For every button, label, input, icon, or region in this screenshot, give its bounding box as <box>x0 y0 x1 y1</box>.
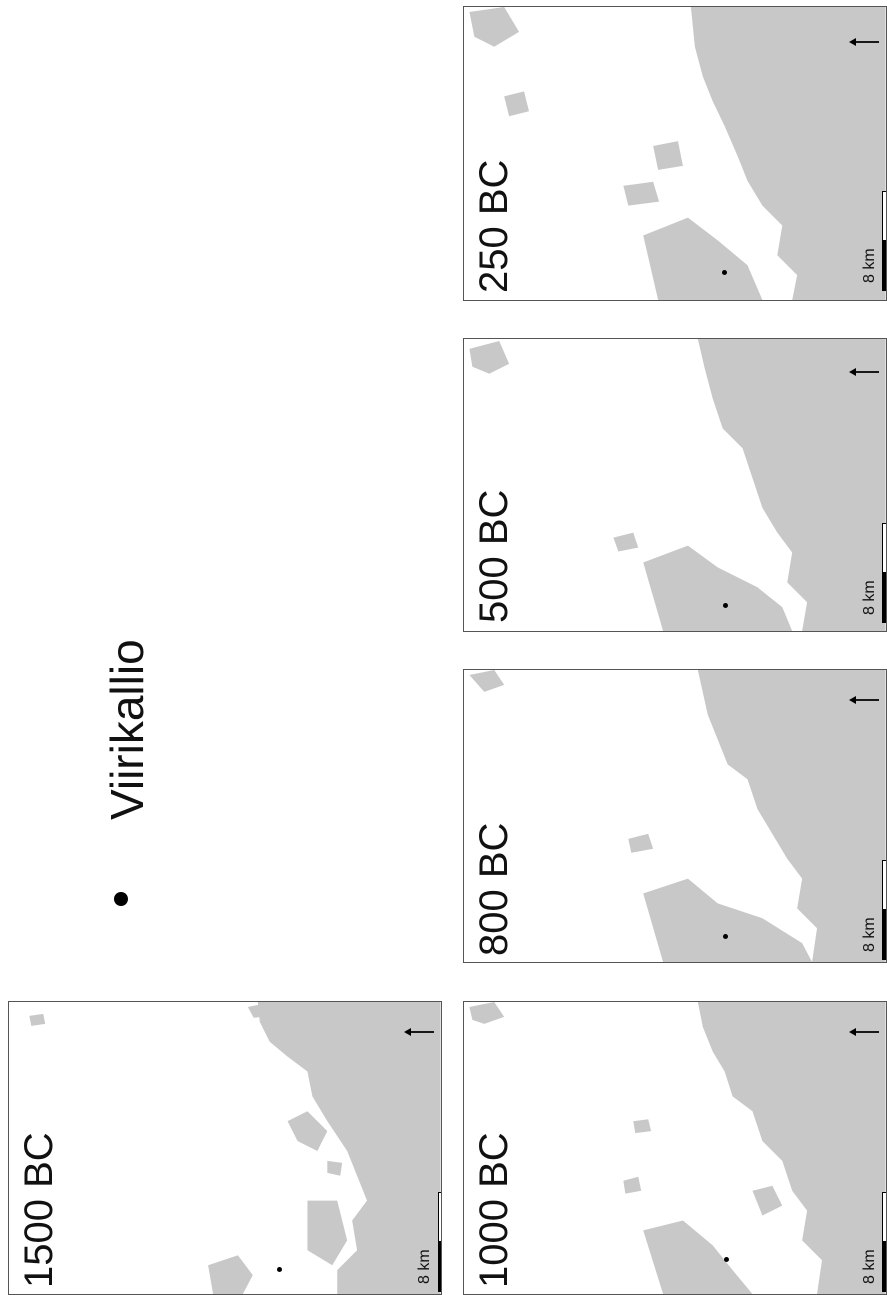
land-shading <box>469 339 886 631</box>
land-shading <box>469 670 886 962</box>
site-marker <box>722 270 727 275</box>
period-label: 1500 BC <box>17 1132 61 1288</box>
legend-label: Viirikallio <box>101 639 153 820</box>
north-arrow-icon <box>849 38 879 46</box>
site-marker <box>277 1267 282 1272</box>
north-arrow-icon <box>849 696 879 704</box>
scale-bar <box>882 1192 886 1292</box>
map-panel-1500bc: 8 km 1500 BC <box>8 1001 442 1295</box>
scale-label: 8 km <box>861 1249 878 1284</box>
scale-bar <box>882 860 886 960</box>
scale-label: 8 km <box>861 248 878 283</box>
scale-bar <box>882 523 886 623</box>
period-label: 500 BC <box>472 489 516 623</box>
land-shading <box>469 7 886 300</box>
map-panel-800bc: 8 km 800 BC <box>463 669 887 963</box>
site-marker <box>723 603 728 608</box>
map-panel-1000bc: 8 km 1000 BC <box>463 1001 887 1295</box>
site-marker <box>724 1257 729 1262</box>
north-arrow-icon <box>849 368 879 376</box>
period-label: 800 BC <box>472 822 516 956</box>
legend-site-icon <box>114 892 128 906</box>
land-shading <box>29 1002 441 1294</box>
north-arrow-icon <box>849 1028 879 1036</box>
north-arrow-icon <box>404 1028 434 1036</box>
scale-label: 8 km <box>861 580 878 615</box>
scale-label: 8 km <box>416 1249 433 1284</box>
period-label: 1000 BC <box>472 1132 516 1288</box>
period-label: 250 BC <box>472 159 516 293</box>
land-shading <box>469 1002 886 1294</box>
scale-bar <box>882 191 886 291</box>
scale-bar <box>438 1192 441 1292</box>
map-panel-250bc: 8 km 250 BC <box>463 6 887 301</box>
site-marker <box>723 934 728 939</box>
scale-label: 8 km <box>861 917 878 952</box>
map-panel-500bc: 8 km 500 BC <box>463 338 887 632</box>
